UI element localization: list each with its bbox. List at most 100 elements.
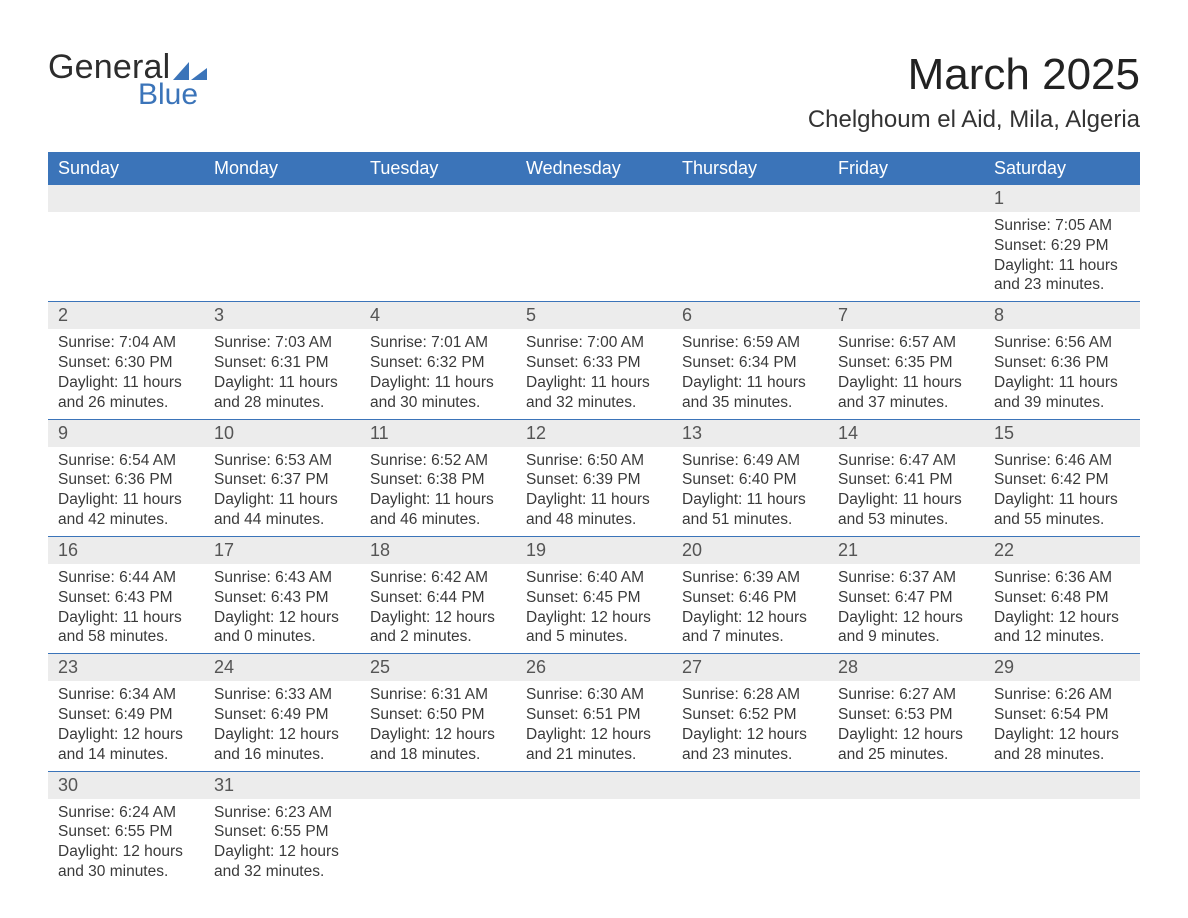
day-number: 14 — [828, 420, 984, 447]
day-number: 11 — [360, 420, 516, 447]
day-detail-line: Daylight: 12 hours — [994, 608, 1130, 628]
day-detail-line: and 9 minutes. — [838, 627, 974, 647]
day-number — [516, 772, 672, 799]
day-detail-line: and 55 minutes. — [994, 510, 1130, 530]
calendar-cell: 21Sunrise: 6:37 AMSunset: 6:47 PMDayligh… — [828, 536, 984, 653]
day-detail-line: Sunrise: 6:43 AM — [214, 568, 350, 588]
calendar-cell: 16Sunrise: 6:44 AMSunset: 6:43 PMDayligh… — [48, 536, 204, 653]
day-detail-line: Sunrise: 6:57 AM — [838, 333, 974, 353]
day-details: Sunrise: 6:57 AMSunset: 6:35 PMDaylight:… — [828, 329, 984, 418]
day-detail-line: Daylight: 11 hours — [214, 490, 350, 510]
day-number: 21 — [828, 537, 984, 564]
day-number: 10 — [204, 420, 360, 447]
day-detail-line: Sunrise: 6:56 AM — [994, 333, 1130, 353]
day-detail-line: Sunrise: 7:00 AM — [526, 333, 662, 353]
calendar-cell: 11Sunrise: 6:52 AMSunset: 6:38 PMDayligh… — [360, 419, 516, 536]
day-detail-line: and 37 minutes. — [838, 393, 974, 413]
day-detail-line: Daylight: 11 hours — [58, 373, 194, 393]
calendar-cell — [828, 185, 984, 302]
calendar-cell — [828, 771, 984, 888]
day-detail-line: Daylight: 11 hours — [58, 490, 194, 510]
day-detail-line: and 25 minutes. — [838, 745, 974, 765]
calendar-week-row: 23Sunrise: 6:34 AMSunset: 6:49 PMDayligh… — [48, 654, 1140, 771]
day-detail-line: Sunrise: 6:27 AM — [838, 685, 974, 705]
day-detail-line: Sunset: 6:39 PM — [526, 470, 662, 490]
day-number: 29 — [984, 654, 1140, 681]
day-details: Sunrise: 6:36 AMSunset: 6:48 PMDaylight:… — [984, 564, 1140, 653]
day-details: Sunrise: 6:31 AMSunset: 6:50 PMDaylight:… — [360, 681, 516, 770]
day-details: Sunrise: 6:24 AMSunset: 6:55 PMDaylight:… — [48, 799, 204, 888]
day-details: Sunrise: 7:01 AMSunset: 6:32 PMDaylight:… — [360, 329, 516, 418]
day-detail-line: and 0 minutes. — [214, 627, 350, 647]
day-details: Sunrise: 6:50 AMSunset: 6:39 PMDaylight:… — [516, 447, 672, 536]
calendar-cell: 17Sunrise: 6:43 AMSunset: 6:43 PMDayligh… — [204, 536, 360, 653]
day-number: 12 — [516, 420, 672, 447]
weekday-header: Friday — [828, 152, 984, 185]
calendar-week-row: 1Sunrise: 7:05 AMSunset: 6:29 PMDaylight… — [48, 185, 1140, 302]
calendar-cell: 25Sunrise: 6:31 AMSunset: 6:50 PMDayligh… — [360, 654, 516, 771]
day-detail-line: Daylight: 12 hours — [58, 842, 194, 862]
day-detail-line: Sunset: 6:55 PM — [214, 822, 350, 842]
day-detail-line: and 21 minutes. — [526, 745, 662, 765]
brand-text-blue: Blue — [138, 80, 207, 110]
day-detail-line: and 2 minutes. — [370, 627, 506, 647]
calendar-cell — [672, 185, 828, 302]
day-detail-line: and 18 minutes. — [370, 745, 506, 765]
day-details: Sunrise: 6:37 AMSunset: 6:47 PMDaylight:… — [828, 564, 984, 653]
day-detail-line: and 26 minutes. — [58, 393, 194, 413]
day-detail-line: Sunset: 6:44 PM — [370, 588, 506, 608]
day-detail-line: Daylight: 11 hours — [994, 373, 1130, 393]
day-details: Sunrise: 6:39 AMSunset: 6:46 PMDaylight:… — [672, 564, 828, 653]
page-header: General Blue March 2025 Chelghoum el Aid… — [48, 50, 1140, 134]
day-detail-line: Sunset: 6:49 PM — [58, 705, 194, 725]
day-detail-line: and 32 minutes. — [214, 862, 350, 882]
day-detail-line: and 51 minutes. — [682, 510, 818, 530]
day-detail-line: Sunrise: 6:47 AM — [838, 451, 974, 471]
day-detail-line: Sunset: 6:36 PM — [994, 353, 1130, 373]
calendar-cell: 14Sunrise: 6:47 AMSunset: 6:41 PMDayligh… — [828, 419, 984, 536]
day-detail-line: and 28 minutes. — [214, 393, 350, 413]
day-detail-line: Sunset: 6:31 PM — [214, 353, 350, 373]
day-detail-line: Sunrise: 6:34 AM — [58, 685, 194, 705]
day-detail-line: Sunrise: 6:23 AM — [214, 803, 350, 823]
day-detail-line: Daylight: 12 hours — [994, 725, 1130, 745]
day-detail-line: Sunrise: 6:26 AM — [994, 685, 1130, 705]
day-detail-line: Sunset: 6:49 PM — [214, 705, 350, 725]
day-detail-line: Sunrise: 6:31 AM — [370, 685, 506, 705]
day-detail-line: Daylight: 12 hours — [526, 608, 662, 628]
calendar-cell: 29Sunrise: 6:26 AMSunset: 6:54 PMDayligh… — [984, 654, 1140, 771]
day-detail-line: Sunset: 6:33 PM — [526, 353, 662, 373]
calendar-cell: 20Sunrise: 6:39 AMSunset: 6:46 PMDayligh… — [672, 536, 828, 653]
day-detail-line: Sunset: 6:38 PM — [370, 470, 506, 490]
day-detail-line: Sunrise: 6:40 AM — [526, 568, 662, 588]
day-detail-line: Daylight: 12 hours — [370, 725, 506, 745]
day-number: 24 — [204, 654, 360, 681]
day-detail-line: Sunrise: 6:59 AM — [682, 333, 818, 353]
calendar-cell: 18Sunrise: 6:42 AMSunset: 6:44 PMDayligh… — [360, 536, 516, 653]
calendar-cell: 31Sunrise: 6:23 AMSunset: 6:55 PMDayligh… — [204, 771, 360, 888]
day-detail-line: and 48 minutes. — [526, 510, 662, 530]
day-detail-line: Daylight: 12 hours — [838, 725, 974, 745]
day-number — [48, 185, 204, 212]
day-detail-line: Sunrise: 6:30 AM — [526, 685, 662, 705]
day-details: Sunrise: 6:47 AMSunset: 6:41 PMDaylight:… — [828, 447, 984, 536]
calendar-week-row: 2Sunrise: 7:04 AMSunset: 6:30 PMDaylight… — [48, 302, 1140, 419]
calendar-cell — [204, 185, 360, 302]
day-detail-line: Sunset: 6:29 PM — [994, 236, 1130, 256]
day-detail-line: Daylight: 11 hours — [994, 490, 1130, 510]
day-detail-line: Sunrise: 6:49 AM — [682, 451, 818, 471]
weekday-header: Tuesday — [360, 152, 516, 185]
day-detail-line: Sunrise: 6:50 AM — [526, 451, 662, 471]
calendar-cell — [984, 771, 1140, 888]
calendar-cell: 8Sunrise: 6:56 AMSunset: 6:36 PMDaylight… — [984, 302, 1140, 419]
day-number: 30 — [48, 772, 204, 799]
day-detail-line: Daylight: 12 hours — [682, 608, 818, 628]
day-details: Sunrise: 7:00 AMSunset: 6:33 PMDaylight:… — [516, 329, 672, 418]
day-number: 6 — [672, 302, 828, 329]
day-details: Sunrise: 7:05 AMSunset: 6:29 PMDaylight:… — [984, 212, 1140, 301]
day-number — [672, 772, 828, 799]
day-details: Sunrise: 6:27 AMSunset: 6:53 PMDaylight:… — [828, 681, 984, 770]
day-detail-line: Sunset: 6:32 PM — [370, 353, 506, 373]
day-detail-line: Sunrise: 6:53 AM — [214, 451, 350, 471]
empty-cell — [204, 212, 360, 296]
